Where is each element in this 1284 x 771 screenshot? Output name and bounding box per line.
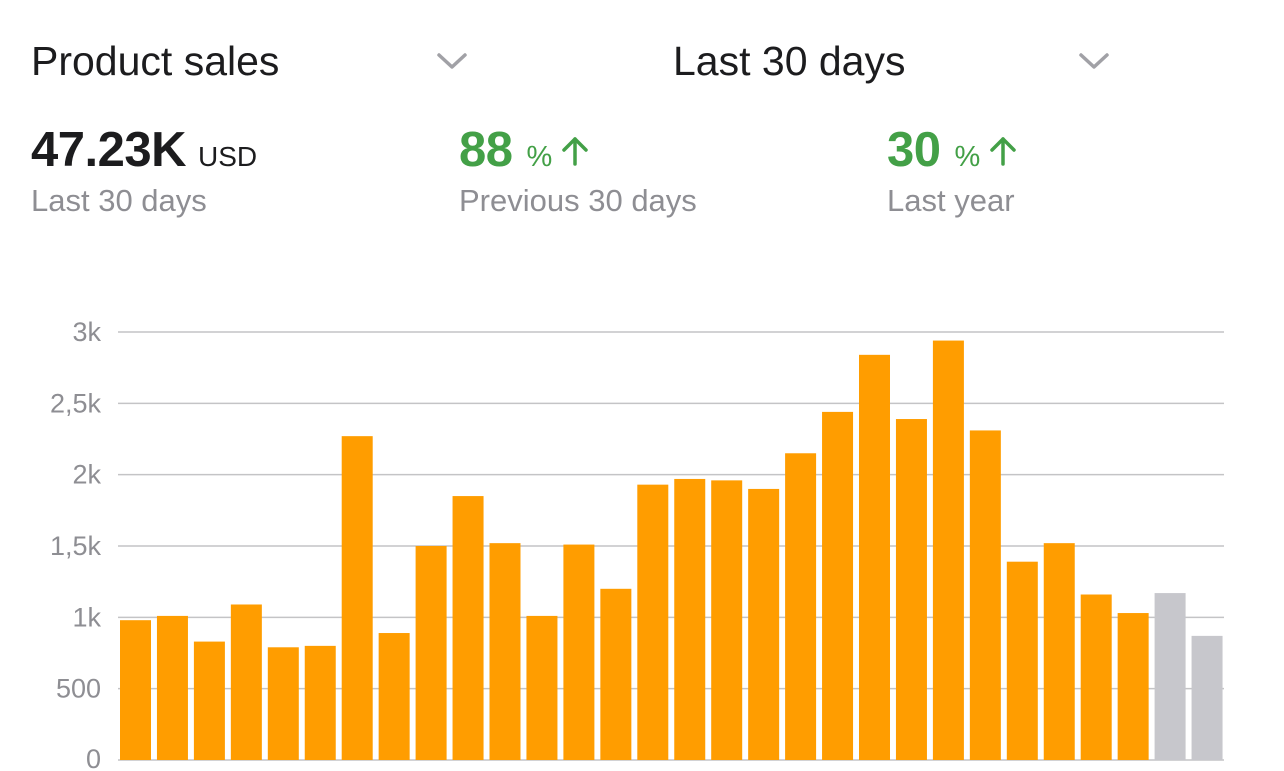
bar[interactable] [637, 484, 669, 760]
chart-bars [120, 340, 1223, 760]
range-selector[interactable]: Last 30 days [673, 34, 1111, 88]
bar[interactable] [267, 647, 299, 760]
arrow-up-icon [562, 137, 589, 166]
range-selector-label: Last 30 days [673, 37, 906, 84]
bar[interactable] [415, 546, 447, 760]
total-sales-unit: USD [198, 141, 258, 172]
bar[interactable] [600, 588, 632, 760]
y-tick-label: 2,5k [50, 388, 102, 418]
bar[interactable] [230, 604, 262, 760]
previous-period-value: 88 [459, 123, 513, 177]
previous-period-stat: 88 % Previous 30 days [459, 122, 697, 219]
last-year-caption: Last year [887, 183, 1015, 218]
last-year-unit: % [954, 141, 981, 173]
bar[interactable] [193, 641, 225, 760]
total-sales-caption: Last 30 days [31, 183, 207, 218]
chevron-down-icon [1079, 53, 1109, 69]
last-year-value: 30 [887, 123, 941, 177]
y-tick-label: 0 [86, 744, 101, 771]
bar[interactable] [1191, 635, 1223, 760]
y-tick-label: 1,5k [50, 531, 102, 561]
bar[interactable] [1154, 593, 1186, 760]
chart-grid [118, 331, 1224, 761]
bar[interactable] [674, 478, 706, 760]
metric-selector-label: Product sales [31, 37, 280, 84]
bar[interactable] [378, 633, 410, 760]
y-tick-label: 1k [72, 602, 101, 632]
total-sales-value: 47.23K [31, 123, 187, 177]
bar[interactable] [452, 496, 484, 760]
previous-period-caption: Previous 30 days [459, 183, 697, 218]
bar[interactable] [304, 645, 336, 760]
bar[interactable] [526, 615, 558, 760]
y-axis-labels: 0 500 1k 1,5k 2k 2,5k 3k [50, 317, 102, 771]
bar[interactable] [156, 615, 188, 760]
bar[interactable] [1043, 543, 1075, 760]
last-year-stat: 30 % Last year [887, 122, 1018, 219]
bar[interactable] [563, 544, 595, 760]
bar[interactable] [822, 411, 854, 760]
bar[interactable] [1006, 561, 1038, 760]
bar[interactable] [1117, 613, 1149, 760]
bar[interactable] [1080, 594, 1112, 760]
bar[interactable] [711, 480, 743, 760]
bar[interactable] [895, 419, 927, 760]
bar[interactable] [969, 430, 1001, 760]
bar[interactable] [341, 436, 373, 760]
previous-period-unit: % [526, 141, 553, 173]
y-tick-label: 500 [56, 674, 101, 704]
arrow-up-icon [990, 137, 1017, 166]
total-sales-stat: 47.23K USD Last 30 days [31, 122, 257, 219]
bar[interactable] [932, 340, 964, 760]
bar[interactable] [859, 354, 890, 760]
metric-selector[interactable]: Product sales [31, 34, 469, 88]
y-tick-label: 3k [72, 317, 101, 347]
bar[interactable] [120, 620, 151, 760]
chevron-down-icon [437, 53, 467, 69]
bar[interactable] [748, 488, 780, 760]
bar[interactable] [785, 453, 817, 760]
bar[interactable] [489, 543, 521, 760]
y-tick-label: 2k [72, 460, 101, 490]
